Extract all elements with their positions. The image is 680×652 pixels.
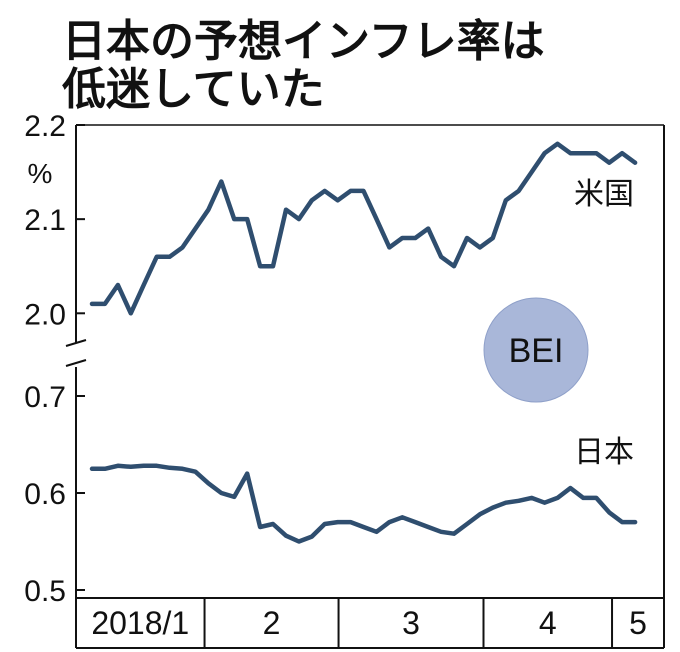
bei-badge <box>483 297 589 403</box>
upper-y-tick-label: 2.0 <box>24 298 66 331</box>
upper-y-tick-label: 2.2 <box>24 110 66 143</box>
x-month-label: 5 <box>629 605 647 641</box>
chart-title-line-1: 日本の予想インフレ率は <box>62 16 545 67</box>
x-month-label: 2018/1 <box>91 605 189 641</box>
upper-series-line <box>89 141 638 316</box>
bei-badge-label: BEI <box>509 332 564 370</box>
series-label-us: 米国 <box>574 178 634 211</box>
lower-series-line <box>89 463 638 544</box>
chart-title-line-2: 低迷していた <box>62 64 325 115</box>
x-month-label: 3 <box>402 605 420 641</box>
lower-y-tick-label: 0.6 <box>24 478 66 511</box>
x-month-label: 4 <box>539 605 557 641</box>
lower-y-tick-label: 0.5 <box>24 575 66 608</box>
y-unit-label: % <box>28 158 53 189</box>
upper-y-tick-label: 2.1 <box>24 204 66 237</box>
lower-y-tick-label: 0.7 <box>24 381 66 414</box>
x-month-label: 2 <box>263 605 281 641</box>
series-label-japan: 日本 <box>574 436 634 469</box>
axis-break-mark <box>65 339 87 367</box>
